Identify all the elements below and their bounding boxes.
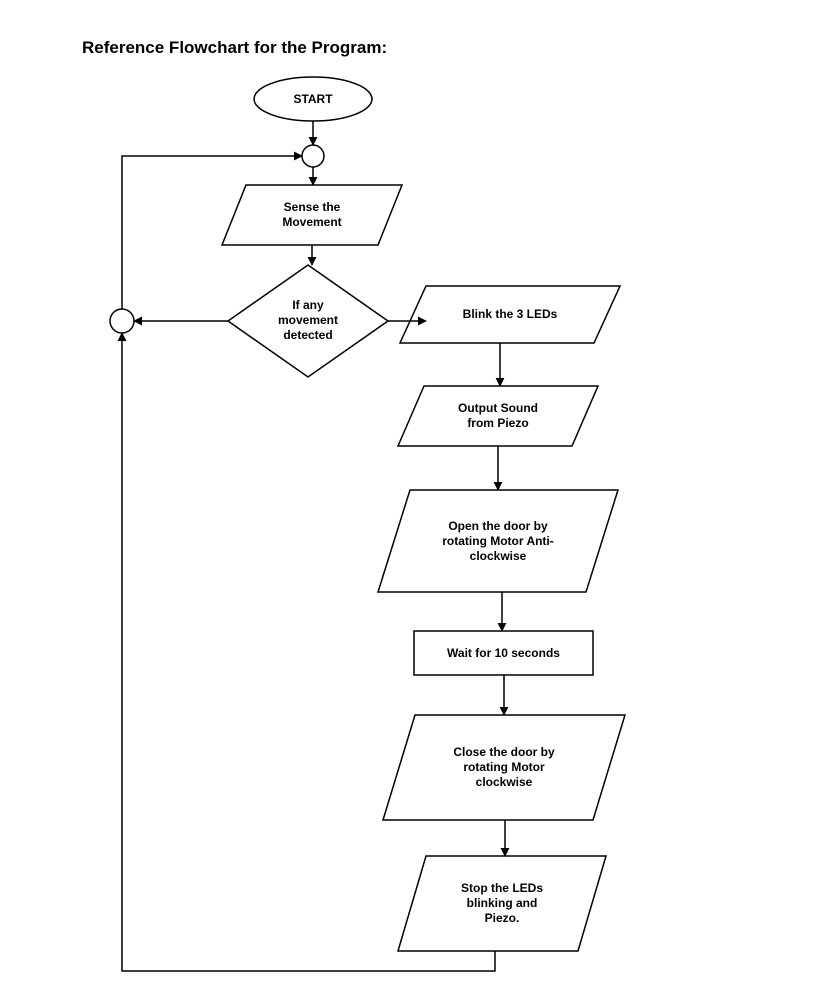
flowchart-page: Reference Flowchart for the Program: STA… [0,0,828,1003]
flowchart-svg [0,0,828,1003]
